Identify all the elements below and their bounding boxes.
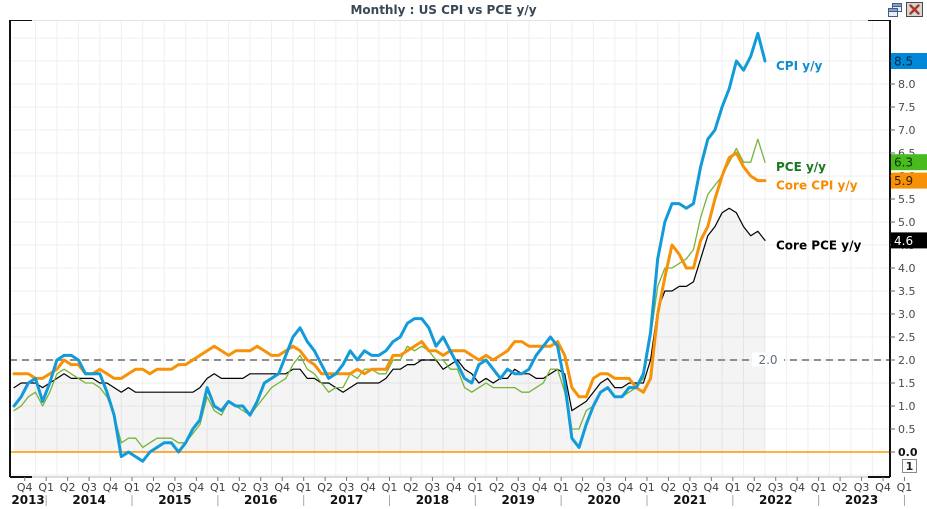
axis-badge-value-core-pce-y-y: 4.6 [894, 234, 913, 248]
plot-area[interactable] [10, 20, 890, 477]
x-quarter-label: Q3 [768, 481, 784, 494]
x-year-label: 2022 [759, 493, 792, 507]
x-quarter-label: Q1 [811, 481, 827, 494]
series-label-core-cpi-y-y: Core CPI y/y [776, 179, 858, 193]
x-quarter-label: Q2 [60, 481, 76, 494]
x-quarter-label: Q3 [253, 481, 269, 494]
y-tick-label: 0.0 [898, 446, 918, 459]
x-quarter-label: Q4 [446, 481, 462, 494]
x-quarter-label: Q1 [639, 481, 655, 494]
y-tick-label: 5.5 [898, 193, 916, 206]
x-quarter-label: Q4 [274, 481, 290, 494]
x-year-label: 2021 [673, 493, 706, 507]
close-window-button[interactable] [906, 2, 923, 17]
axis-badge-value-core-cpi-y-y: 5.9 [894, 174, 913, 188]
x-quarter-label: Q4 [189, 481, 205, 494]
x-quarter-label: Q3 [510, 481, 526, 494]
y-tick-label: 7.0 [898, 124, 916, 137]
x-quarter-label: Q3 [596, 481, 612, 494]
series-label-pce-y-y: PCE y/y [776, 160, 826, 174]
close-icon [906, 2, 923, 17]
series-label-cpi-y-y: CPI y/y [776, 59, 822, 73]
series-line-cpi-y-y [12, 31, 767, 463]
x-quarter-label: Q4 [532, 481, 548, 494]
reference-line-label: 2.0 [758, 353, 777, 367]
x-quarter-label: Q1 [382, 481, 398, 494]
axis-badge-core-pce-y-y [891, 232, 927, 249]
y-tick-label: 4.0 [898, 262, 916, 275]
x-year-label: 2023 [845, 493, 878, 507]
x-quarter-label: Q2 [661, 481, 677, 494]
axis-badge-value-cpi-y-y: 8.5 [894, 55, 913, 69]
x-year-label: 2017 [330, 493, 363, 507]
x-year-label: 2015 [158, 493, 191, 507]
restore-icon [888, 2, 902, 17]
axis-badge-cpi-y-y [891, 53, 927, 69]
x-quarter-label: Q4 [875, 481, 891, 494]
x-year-label: 2013 [11, 493, 44, 507]
y-tick-label: 3.0 [898, 308, 916, 321]
x-quarter-label: Q4 [360, 481, 376, 494]
y-tick-label: 1.0 [898, 400, 916, 413]
x-year-label: 2019 [502, 493, 535, 507]
y-tick-label: 8.0 [898, 78, 916, 91]
reference-line-label-bg [752, 352, 784, 367]
x-quarter-label: Q3 [854, 481, 870, 494]
x-quarter-label: Q4 [618, 481, 634, 494]
x-quarter-label: Q3 [81, 481, 97, 494]
x-quarter-label: Q4 [704, 481, 720, 494]
series-line-core-cpi-y-y [12, 151, 767, 399]
x-quarter-label: Q3 [167, 481, 183, 494]
y-tick-label: 3.5 [898, 285, 916, 298]
y-tick-label: 2.5 [898, 331, 916, 344]
x-quarter-label: Q1 [296, 481, 312, 494]
window-controls [888, 2, 923, 17]
x-quarter-label: Q2 [403, 481, 419, 494]
restore-window-button[interactable] [888, 2, 902, 17]
x-quarter-label: Q1 [725, 481, 741, 494]
x-quarter-label: Q2 [575, 481, 591, 494]
x-quarter-label: Q4 [17, 481, 33, 494]
series-label-core-pce-y-y: Core PCE y/y [776, 238, 861, 252]
chart-title: Monthly : US CPI vs PCE y/y [350, 3, 537, 17]
x-year-label: 2020 [587, 493, 620, 507]
series-area-core-pce-y-y [14, 208, 765, 452]
x-quarter-label: Q3 [339, 481, 355, 494]
x-quarter-label: Q2 [146, 481, 162, 494]
x-year-label: 2018 [416, 493, 449, 507]
x-quarter-label: Q4 [789, 481, 805, 494]
pane-number: 1 [906, 460, 914, 473]
x-quarter-label: Q1 [897, 481, 913, 494]
axis-badge-value-pce-y-y: 6.3 [894, 156, 913, 170]
axis-badge-core-cpi-y-y [891, 172, 927, 189]
x-quarter-label: Q2 [317, 481, 333, 494]
x-quarter-label: Q3 [425, 481, 441, 494]
x-quarter-label: Q2 [832, 481, 848, 494]
y-tick-label: 1.5 [898, 377, 916, 390]
x-quarter-label: Q1 [38, 481, 54, 494]
x-quarter-label: Q3 [682, 481, 698, 494]
y-tick-label: 0.5 [898, 423, 916, 436]
x-quarter-label: Q2 [489, 481, 505, 494]
axis-badge-pce-y-y [891, 154, 927, 171]
y-tick-label: 5.0 [898, 216, 916, 229]
x-quarter-label: Q1 [467, 481, 483, 494]
x-quarter-label: Q4 [103, 481, 119, 494]
y-tick-label: 2.0 [898, 354, 916, 367]
x-year-label: 2014 [72, 493, 105, 507]
x-quarter-label: Q1 [210, 481, 226, 494]
x-quarter-label: Q1 [124, 481, 140, 494]
pane-number-box[interactable] [902, 459, 917, 473]
x-quarter-label: Q2 [746, 481, 762, 494]
x-year-label: 2016 [244, 493, 277, 507]
x-quarter-label: Q1 [553, 481, 569, 494]
window-titlebar: Monthly : US CPI vs PCE y/y [0, 0, 927, 20]
x-quarter-label: Q2 [231, 481, 247, 494]
y-tick-label: 7.5 [898, 101, 916, 114]
